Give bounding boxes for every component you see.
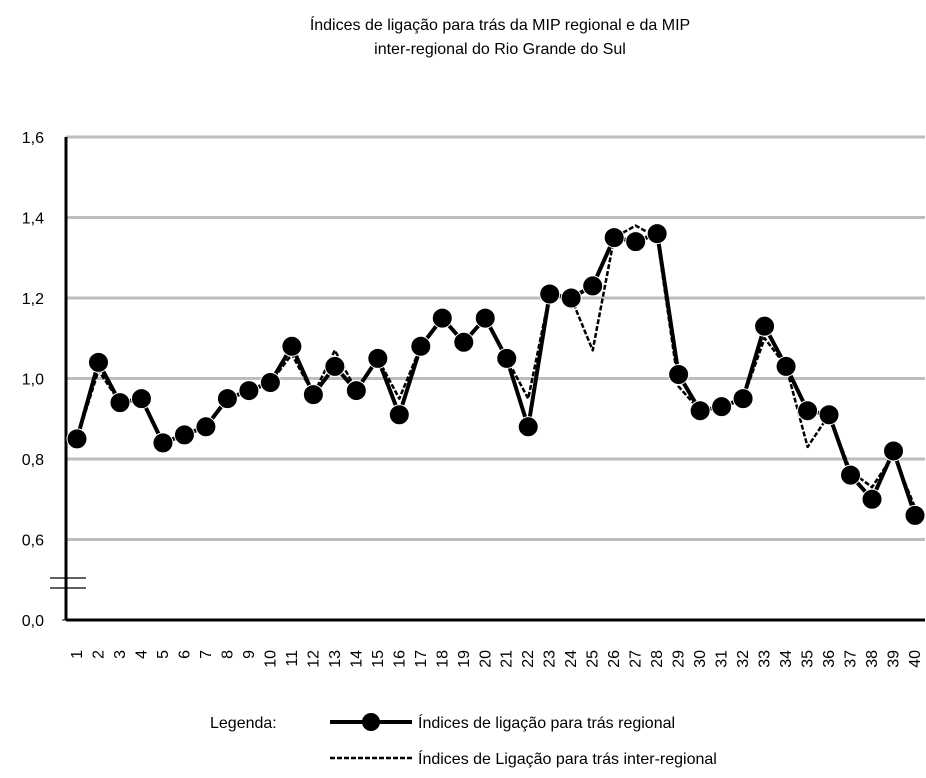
data-point <box>861 488 883 510</box>
data-point <box>109 392 131 414</box>
legend-label: Índices de ligação para trás regional <box>418 713 675 732</box>
data-point <box>410 335 432 357</box>
data-point <box>668 363 690 385</box>
x-tick-label: 2 <box>90 650 107 659</box>
data-point <box>797 400 819 422</box>
x-tick-label: 7 <box>198 650 215 659</box>
x-tick-label: 15 <box>370 650 387 668</box>
x-tick-label: 29 <box>671 650 688 668</box>
x-tick-label: 6 <box>176 650 193 659</box>
x-tick-label: 31 <box>714 650 731 668</box>
x-tick-label: 22 <box>520 650 537 668</box>
x-tick-label: 12 <box>305 650 322 668</box>
data-point <box>775 355 797 377</box>
data-point <box>173 424 195 446</box>
data-point <box>539 283 561 305</box>
x-tick-label: 33 <box>757 650 774 668</box>
x-tick-label: 11 <box>284 650 301 667</box>
x-tick-label: 5 <box>155 650 172 659</box>
series-line <box>75 224 917 508</box>
data-point <box>431 307 453 329</box>
data-point <box>754 315 776 337</box>
x-tick-label: 17 <box>413 650 430 668</box>
x-tick-label: 32 <box>735 650 752 668</box>
data-point <box>496 347 518 369</box>
data-point <box>281 335 303 357</box>
data-point <box>238 380 260 402</box>
x-tick-label: 37 <box>843 650 860 668</box>
data-point <box>130 388 152 410</box>
data-point <box>517 416 539 438</box>
x-tick-label: 21 <box>499 650 516 668</box>
x-tick-label: 19 <box>456 650 473 668</box>
x-tick-label: 1 <box>69 650 86 659</box>
y-tick-label: 1,0 <box>22 372 44 389</box>
data-point <box>216 388 238 410</box>
x-tick-label: 27 <box>628 650 645 668</box>
x-tick-label: 3 <box>112 650 129 659</box>
x-tick-label: 8 <box>219 650 236 659</box>
x-tick-label: 28 <box>649 650 666 668</box>
data-point <box>367 347 389 369</box>
x-tick-label: 24 <box>563 650 580 668</box>
x-tick-label: 30 <box>692 650 709 668</box>
y-tick-label: 0,6 <box>22 533 44 550</box>
x-tick-label: 34 <box>778 650 795 668</box>
data-point <box>689 400 711 422</box>
data-point <box>453 331 475 353</box>
data-point <box>388 404 410 426</box>
legend-marker <box>362 713 380 731</box>
y-tick-label: 1,6 <box>22 130 44 147</box>
data-point <box>883 440 905 462</box>
x-tick-label: 23 <box>542 650 559 668</box>
chart-title: Índices de ligação para trás da MIP regi… <box>310 15 690 34</box>
data-point <box>152 432 174 454</box>
data-point <box>732 388 754 410</box>
x-tick-label: 36 <box>821 650 838 668</box>
data-point <box>195 416 217 438</box>
y-tick-label: 1,2 <box>22 291 44 308</box>
x-tick-label: 40 <box>907 650 924 668</box>
y-tick-label: 0,0 <box>22 613 44 630</box>
data-point <box>259 372 281 394</box>
x-tick-label: 4 <box>133 650 150 659</box>
data-point <box>345 380 367 402</box>
data-point <box>711 396 733 418</box>
data-point <box>904 504 926 526</box>
data-point <box>87 351 109 373</box>
x-tick-label: 39 <box>886 650 903 668</box>
x-tick-label: 16 <box>391 650 408 668</box>
data-point <box>302 384 324 406</box>
x-tick-label: 25 <box>585 650 602 668</box>
x-tick-label: 18 <box>434 650 451 668</box>
data-point <box>818 404 840 426</box>
x-tick-label: 10 <box>262 650 279 668</box>
data-point <box>840 464 862 486</box>
x-tick-label: 20 <box>477 650 494 668</box>
data-point <box>474 307 496 329</box>
y-tick-label: 0,8 <box>22 452 44 469</box>
y-tick-label: 1,4 <box>22 211 44 228</box>
x-tick-label: 38 <box>864 650 881 668</box>
data-point <box>646 223 668 245</box>
data-point <box>66 428 88 450</box>
x-tick-label: 9 <box>241 650 258 659</box>
data-point <box>324 355 346 377</box>
x-tick-label: 26 <box>606 650 623 668</box>
data-point <box>625 231 647 253</box>
x-tick-label: 35 <box>800 650 817 668</box>
x-tick-label: 13 <box>327 650 344 668</box>
data-point <box>603 227 625 249</box>
legend-title: Legenda: <box>210 715 277 732</box>
data-point <box>582 275 604 297</box>
x-tick-label: 14 <box>348 650 365 668</box>
data-point <box>560 287 582 309</box>
chart-title: inter-regional do Rio Grande do Sul <box>374 41 626 58</box>
legend-label: Índices de Ligação para trás inter-regio… <box>418 749 717 768</box>
